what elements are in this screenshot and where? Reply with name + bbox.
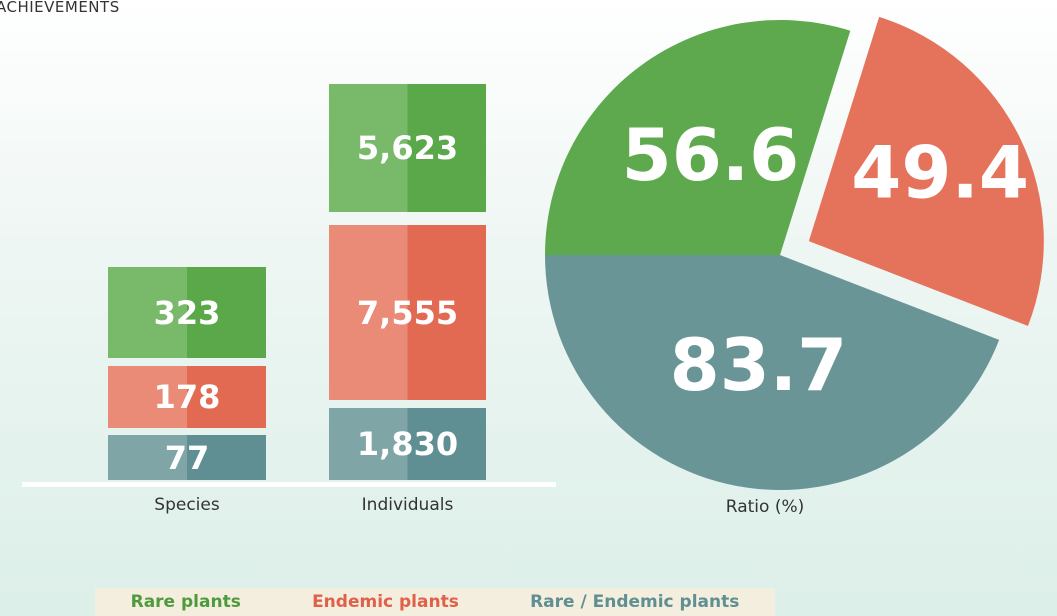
pie-label: Ratio (%) — [726, 497, 804, 517]
pie-chart: 56.6 49.4 83.7 Ratio (%) — [0, 0, 1057, 616]
legend-item: Endemic plants — [312, 592, 459, 612]
page: ACHIEVEMENTS 32317877Species5,6237,5551,… — [0, 0, 1057, 616]
pie-value: 49.4 — [851, 130, 1029, 214]
legend-item: Rare plants — [131, 592, 241, 612]
legend: Rare plants Endemic plants Rare / Endemi… — [95, 588, 775, 616]
pie-value: 56.6 — [622, 113, 800, 197]
pie-value: 83.7 — [670, 323, 848, 407]
legend-item: Rare / Endemic plants — [530, 592, 739, 612]
